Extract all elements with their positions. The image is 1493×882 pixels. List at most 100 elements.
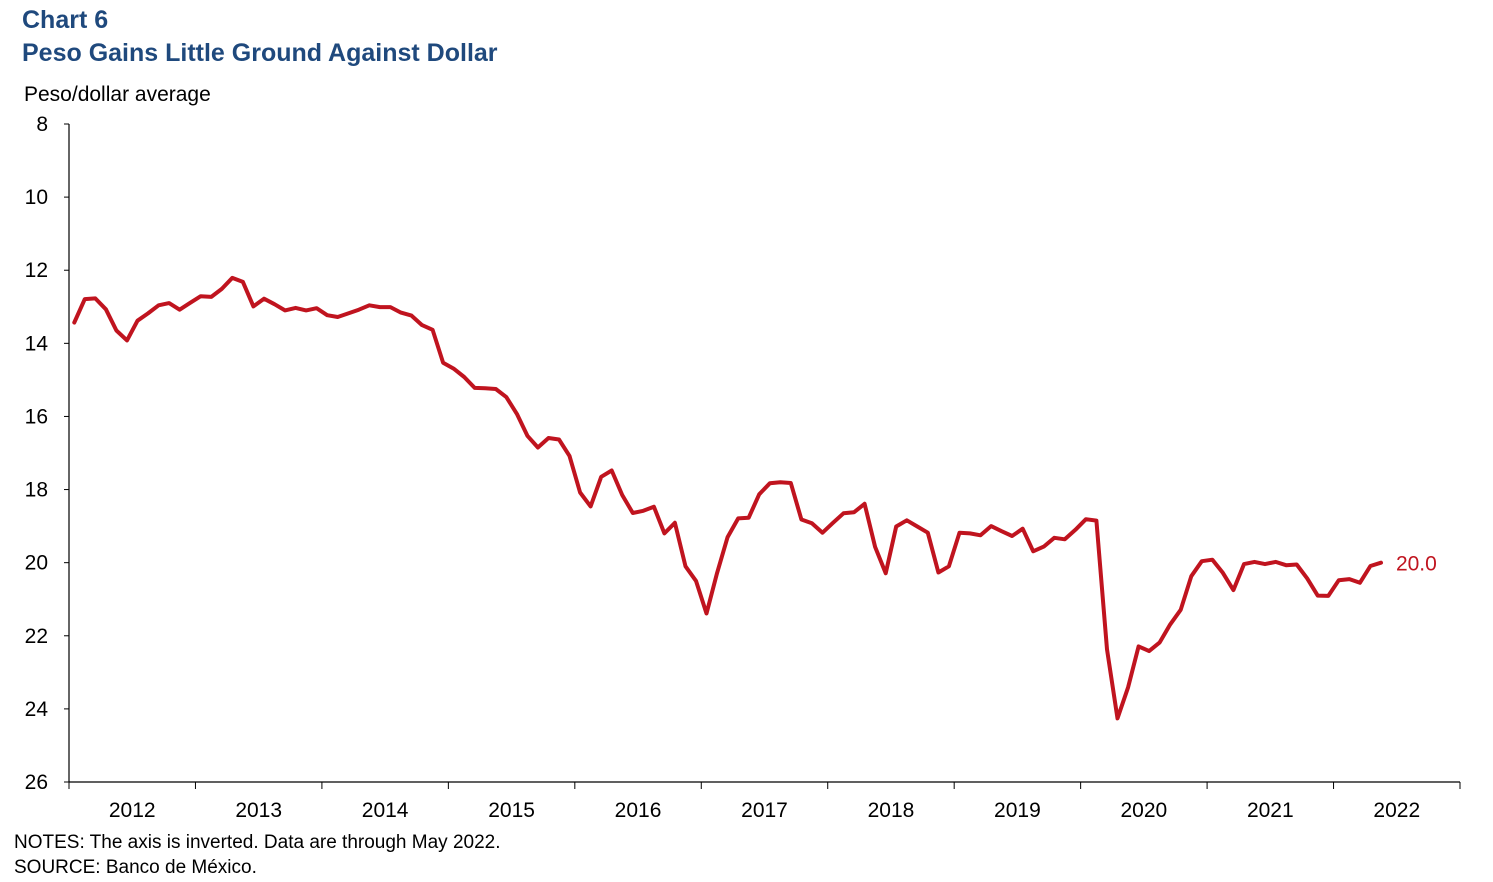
- data-point: [779, 481, 782, 484]
- x-tick-label: 2014: [362, 799, 409, 822]
- data-point: [115, 329, 118, 332]
- data-point: [663, 532, 666, 535]
- data-point: [441, 361, 445, 364]
- data-point: [505, 395, 508, 399]
- data-point: [1169, 623, 1172, 626]
- data-point: [684, 565, 687, 568]
- data-point: [378, 305, 382, 309]
- y-tick-label: 10: [25, 186, 48, 209]
- data-point: [125, 339, 129, 342]
- data-point: [800, 518, 803, 521]
- data-point: [652, 505, 656, 508]
- y-tick-label: 16: [25, 405, 48, 428]
- data-point: [1306, 577, 1309, 580]
- data-point: [589, 505, 592, 508]
- data-point: [737, 517, 740, 520]
- data-point: [1284, 564, 1288, 567]
- data-point: [1042, 545, 1046, 548]
- data-point: [1358, 581, 1362, 584]
- data-point: [1158, 641, 1161, 644]
- data-point: [1316, 594, 1319, 597]
- data-point: [136, 319, 139, 322]
- data-point: [431, 328, 434, 331]
- data-point: [199, 295, 202, 298]
- data-point: [715, 571, 719, 575]
- data-point: [1337, 579, 1341, 582]
- x-tick-label: 2018: [868, 799, 915, 822]
- end-value-label: 20.0: [1396, 553, 1437, 576]
- data-point: [515, 412, 519, 416]
- data-point: [673, 521, 677, 524]
- data-point: [621, 493, 624, 497]
- data-point: [484, 387, 487, 390]
- data-point: [863, 502, 866, 505]
- y-tick-label: 12: [25, 259, 48, 282]
- data-point: [368, 304, 371, 307]
- data-point: [631, 511, 634, 515]
- data-point: [1379, 561, 1383, 564]
- data-point: [1032, 550, 1035, 553]
- data-point: [1000, 530, 1003, 533]
- data-point: [926, 531, 929, 534]
- x-tick-label: 2022: [1373, 799, 1420, 822]
- data-point: [842, 512, 845, 515]
- data-point: [968, 532, 972, 535]
- data-point: [947, 565, 951, 568]
- data-point: [726, 535, 729, 539]
- data-point: [1095, 519, 1098, 522]
- data-point: [252, 305, 255, 308]
- x-tick-label: 2021: [1247, 799, 1294, 822]
- data-point: [821, 531, 824, 534]
- data-point: [262, 297, 266, 300]
- data-point: [389, 305, 392, 309]
- y-tick-label: 20: [25, 552, 48, 575]
- data-point: [642, 509, 645, 512]
- data-point: [916, 525, 919, 528]
- data-point: [1063, 538, 1067, 541]
- data-point: [452, 367, 455, 370]
- data-point: [958, 531, 961, 534]
- data-point: [547, 436, 550, 440]
- data-point: [1179, 608, 1182, 611]
- data-point: [1263, 562, 1267, 566]
- data-point: [1369, 564, 1372, 568]
- data-point: [884, 572, 887, 575]
- x-tick-label: 2019: [994, 799, 1041, 822]
- data-point: [283, 309, 287, 312]
- data-point: [1253, 560, 1256, 564]
- x-tick-label: 2016: [615, 799, 662, 822]
- y-tick-label: 24: [25, 698, 49, 721]
- data-point: [873, 545, 877, 549]
- data-point: [1074, 528, 1077, 531]
- data-point: [399, 311, 403, 314]
- chart-number: Chart 6: [22, 6, 109, 34]
- y-tick-label: 8: [36, 113, 48, 136]
- data-point: [1211, 558, 1214, 561]
- data-point: [189, 301, 192, 304]
- data-point: [1200, 560, 1204, 563]
- data-point: [157, 304, 160, 307]
- data-point: [178, 308, 181, 311]
- data-point: [989, 524, 993, 528]
- data-point: [167, 301, 171, 305]
- data-point: [220, 287, 223, 291]
- data-point: [1274, 560, 1277, 564]
- data-point: [578, 491, 582, 494]
- chart-title: Peso Gains Little Ground Against Dollar: [22, 39, 498, 67]
- data-point: [336, 315, 339, 319]
- y-axis: 8 10 12 14 16 18 20 22 24 26: [25, 113, 70, 794]
- data-point: [1126, 686, 1130, 689]
- data-point: [831, 521, 835, 524]
- data-point: [315, 307, 318, 310]
- data-point: [410, 314, 413, 317]
- data-point: [104, 308, 108, 311]
- data-point: [1137, 645, 1140, 648]
- data-point: [1221, 571, 1225, 575]
- data-point: [768, 482, 771, 485]
- x-tick-label: 2013: [235, 799, 282, 822]
- series-line: [72, 275, 1383, 721]
- data-point: [1147, 649, 1151, 653]
- data-point: [600, 475, 603, 478]
- data-point: [1105, 648, 1109, 651]
